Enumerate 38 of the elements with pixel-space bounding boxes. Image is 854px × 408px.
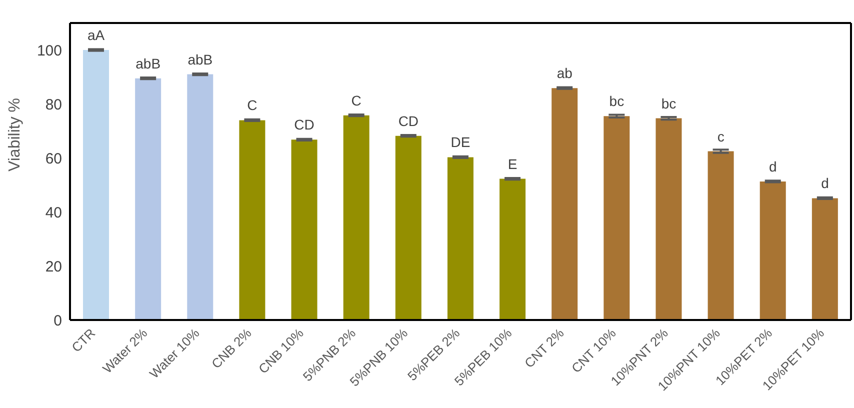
annotation: ab bbox=[556, 65, 573, 82]
annotation: bc bbox=[661, 95, 676, 112]
annotation: bc bbox=[609, 93, 624, 110]
bar bbox=[395, 136, 422, 320]
bar bbox=[187, 74, 214, 320]
y-tick-label: 100 bbox=[36, 42, 62, 60]
bar bbox=[708, 151, 734, 320]
y-tick-label: 80 bbox=[45, 96, 62, 114]
annotation: DE bbox=[450, 134, 470, 150]
annotation: d bbox=[821, 175, 829, 192]
annotation: C bbox=[351, 92, 362, 108]
bar bbox=[812, 198, 838, 320]
bar bbox=[656, 118, 682, 320]
bar bbox=[447, 157, 474, 320]
bar bbox=[83, 50, 109, 320]
bar bbox=[552, 88, 578, 320]
annotation: c bbox=[717, 128, 724, 144]
bar bbox=[604, 116, 630, 320]
annotation: CD bbox=[294, 116, 314, 133]
bar bbox=[760, 181, 786, 320]
y-axis-title: Viability % bbox=[6, 98, 24, 172]
bar bbox=[343, 115, 370, 320]
annotation: C bbox=[247, 97, 258, 114]
y-tick-label: 60 bbox=[45, 150, 62, 168]
annotation: abB bbox=[188, 51, 213, 68]
bar bbox=[239, 120, 266, 320]
annotation: aA bbox=[87, 27, 106, 43]
annotation: E bbox=[508, 156, 518, 172]
x-tick-label: CTR bbox=[68, 326, 98, 356]
bar bbox=[135, 78, 162, 320]
bar bbox=[500, 178, 526, 320]
annotation: d bbox=[769, 158, 777, 174]
annotation: CD bbox=[398, 112, 419, 129]
bar bbox=[291, 140, 318, 320]
y-tick-label: 0 bbox=[54, 312, 62, 330]
annotation: abB bbox=[136, 55, 161, 72]
y-tick-label: 40 bbox=[45, 204, 62, 222]
y-tick-label: 20 bbox=[45, 258, 62, 276]
